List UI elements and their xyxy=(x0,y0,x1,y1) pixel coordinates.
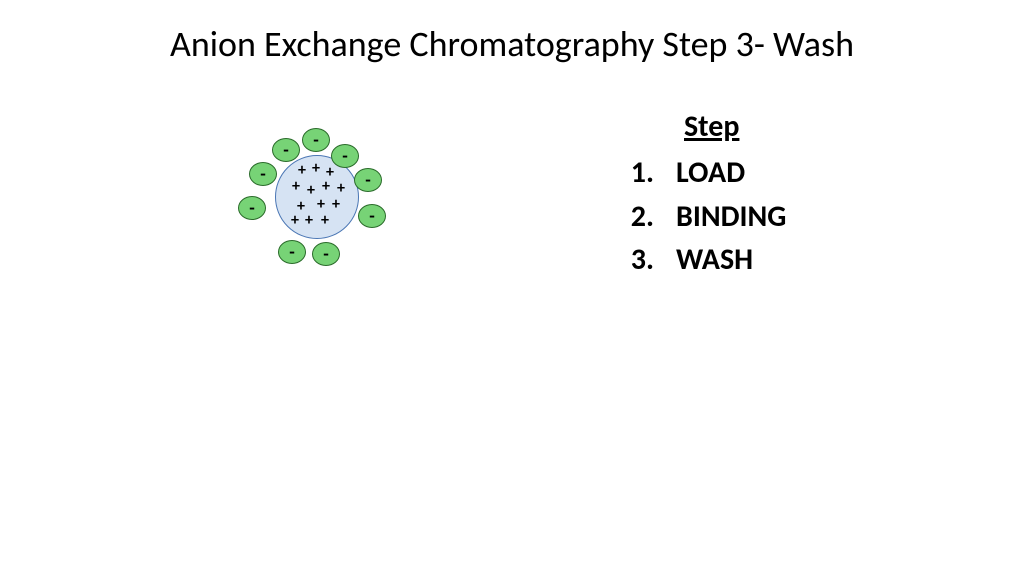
step-label: BINDING xyxy=(676,195,786,239)
anion-bead: - xyxy=(302,128,330,152)
plus-mark: + xyxy=(322,179,330,195)
anion-bead: - xyxy=(272,138,300,162)
step-label: LOAD xyxy=(676,151,745,195)
anion-bead: - xyxy=(354,168,382,192)
plus-mark: + xyxy=(305,213,313,229)
anion-bead: - xyxy=(312,242,340,266)
step-label: WASH xyxy=(676,238,753,282)
anion-bead: - xyxy=(331,144,359,168)
step-number: 3. xyxy=(624,238,676,282)
plus-mark: + xyxy=(291,213,299,229)
step-number: 1. xyxy=(624,151,676,195)
step-item: 1.LOAD xyxy=(624,151,786,195)
step-number: 2. xyxy=(624,195,676,239)
plus-mark: + xyxy=(307,183,315,199)
step-item: 3.WASH xyxy=(624,238,786,282)
plus-mark: + xyxy=(292,179,300,195)
plus-mark: + xyxy=(312,161,320,177)
step-list: Step 1.LOAD2.BINDING3.WASH xyxy=(624,108,786,282)
bead-diagram: +++++++++++++ --------- xyxy=(222,112,412,282)
plus-mark: + xyxy=(321,213,329,229)
plus-cluster: +++++++++++++ xyxy=(276,156,358,238)
anion-bead: - xyxy=(278,240,306,264)
anion-bead: - xyxy=(249,162,277,186)
plus-mark: + xyxy=(332,197,340,213)
step-header: Step xyxy=(624,108,786,145)
slide-title: Anion Exchange Chromatography Step 3- Wa… xyxy=(0,22,1024,66)
step-item: 2.BINDING xyxy=(624,195,786,239)
anion-bead: - xyxy=(358,204,386,228)
anion-bead: - xyxy=(238,196,266,220)
